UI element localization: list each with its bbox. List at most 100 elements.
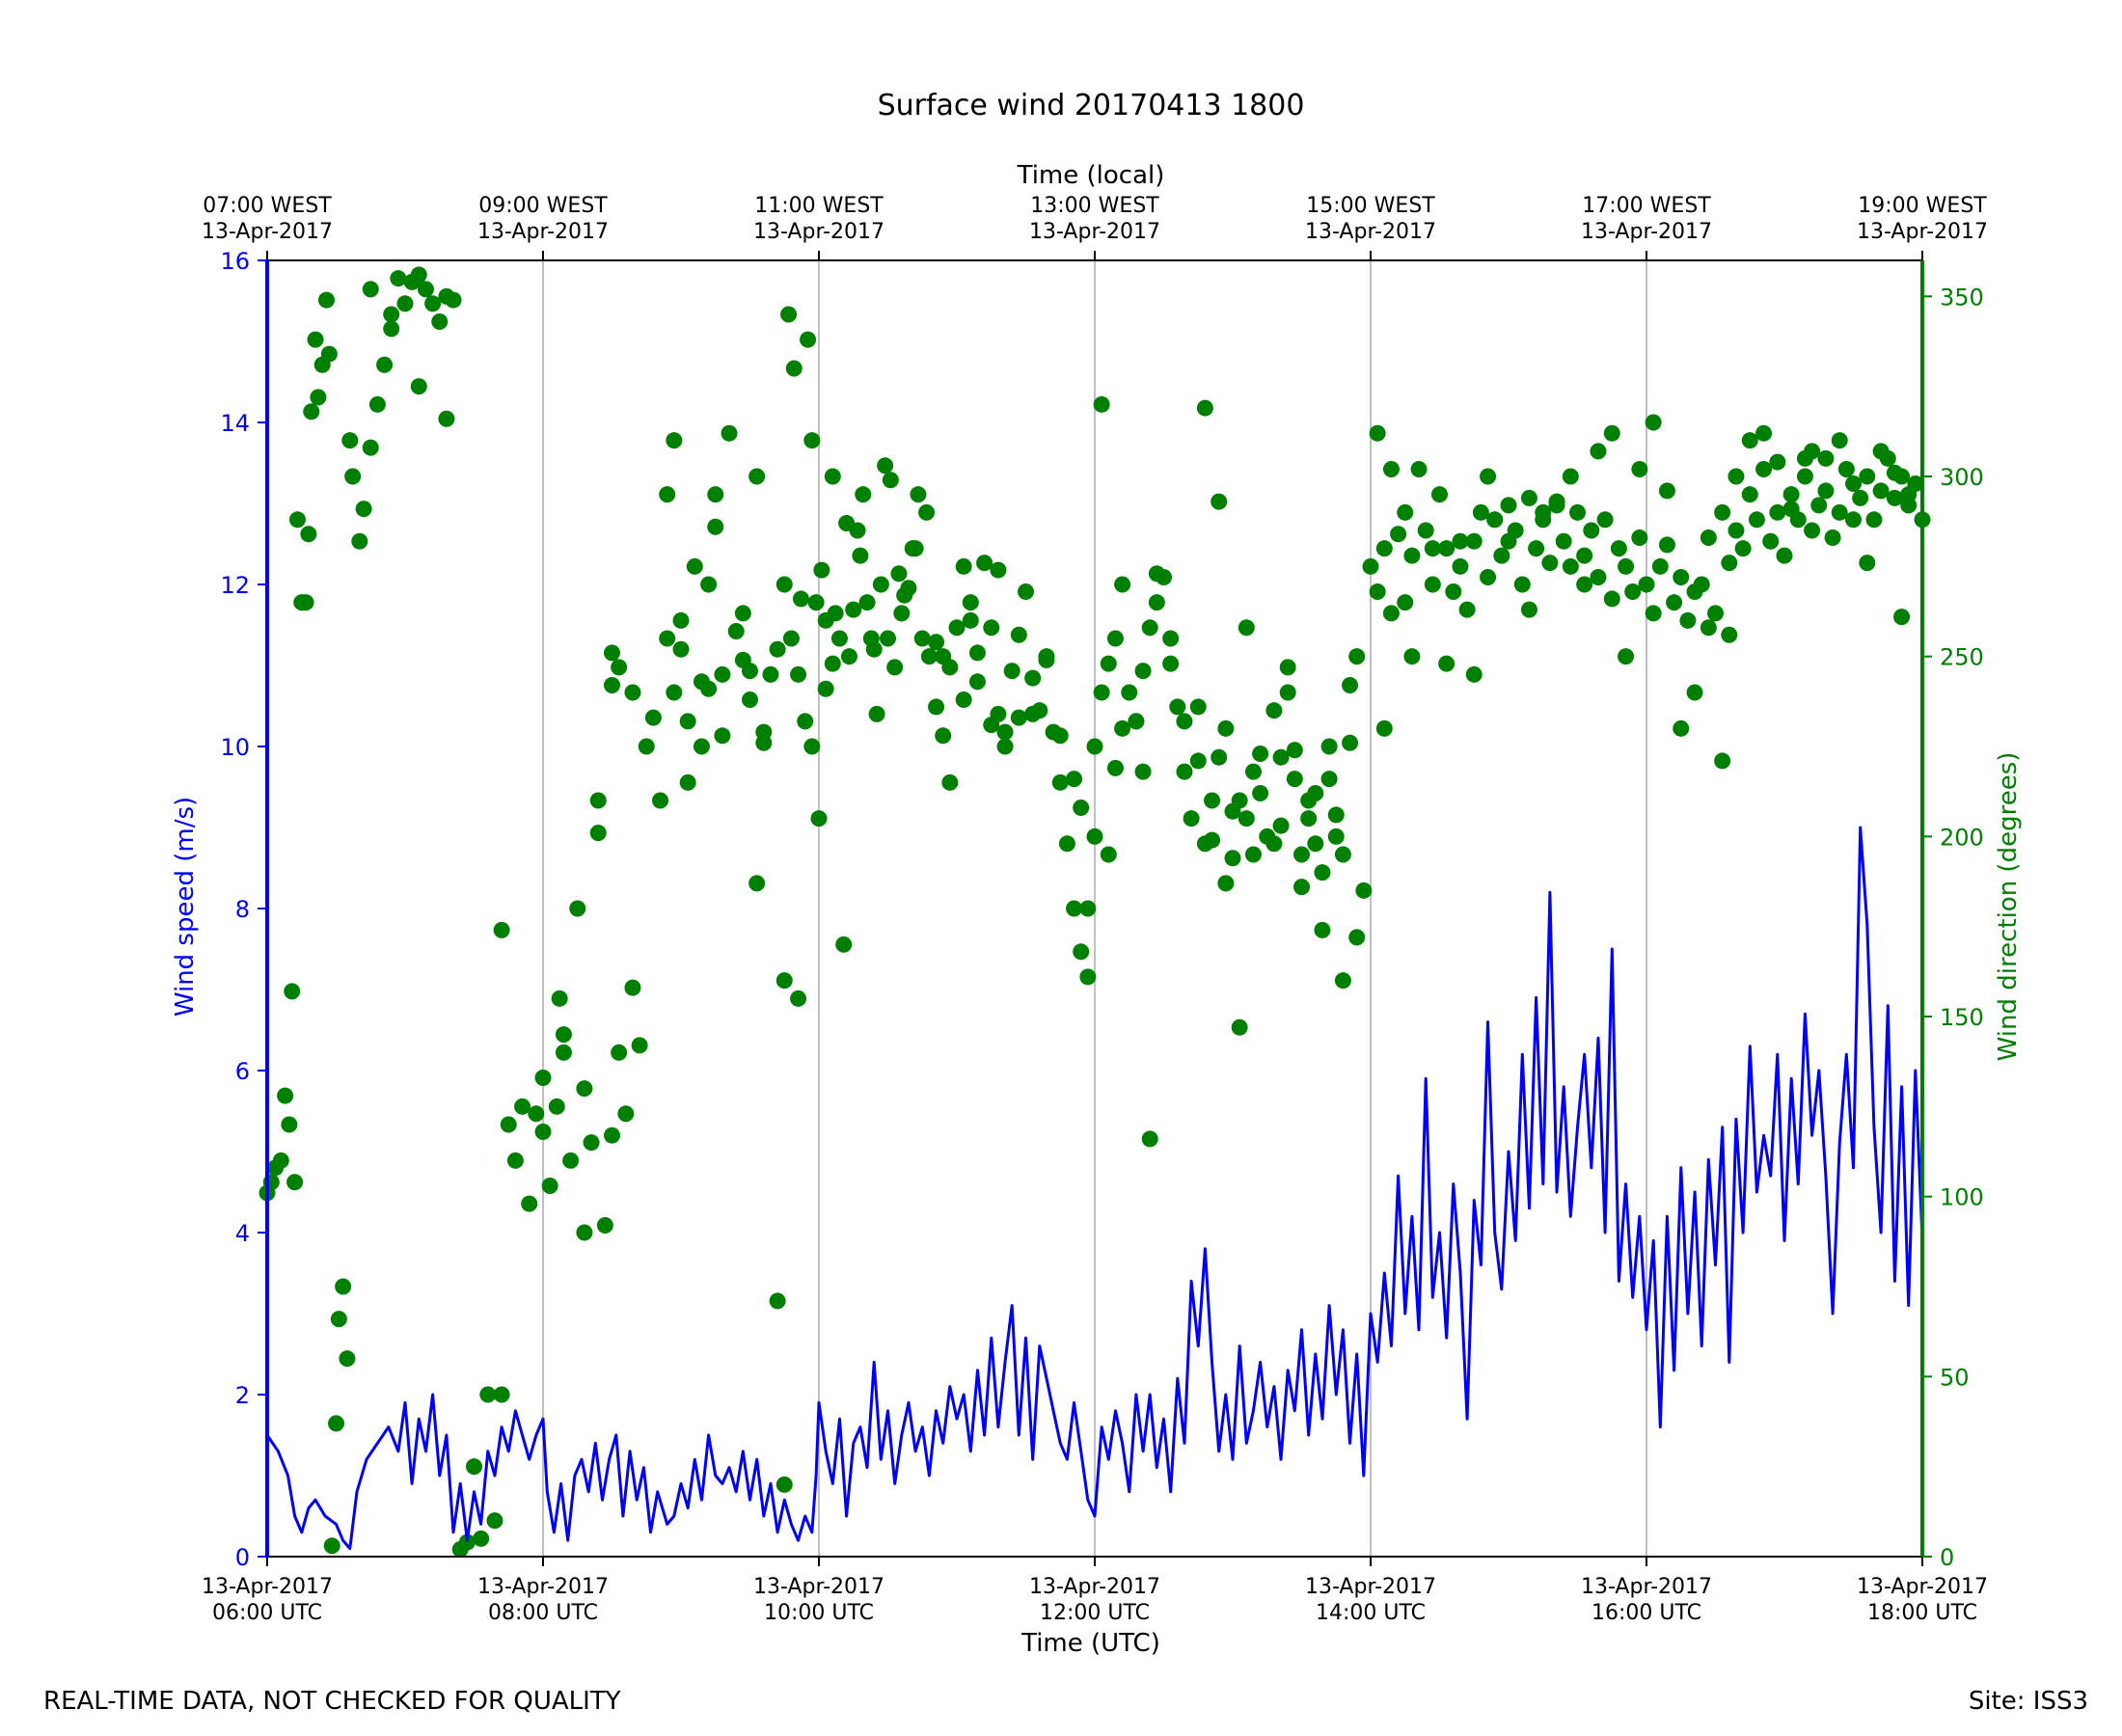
direction-point [955, 557, 972, 575]
direction-point [424, 295, 442, 312]
direction-point [1148, 594, 1165, 611]
direction-point [714, 665, 731, 683]
direction-point [910, 486, 927, 503]
y-tick-label: 8 [235, 896, 250, 923]
direction-point [1314, 921, 1331, 938]
direction-series [258, 266, 1931, 1559]
direction-point [624, 979, 641, 996]
direction-point [990, 561, 1007, 579]
direction-point [1541, 555, 1559, 572]
direction-point [1252, 745, 1269, 762]
direction-point [1375, 719, 1393, 737]
direction-point [272, 1152, 289, 1169]
direction-point [362, 281, 379, 298]
y-tick-label: 0 [235, 1544, 250, 1571]
direction-point [1169, 698, 1186, 716]
direction-point [611, 659, 628, 676]
direction-point [323, 1537, 340, 1555]
x-tick-date-label: 13-Apr-2017 [1857, 1575, 1988, 1599]
direction-point [672, 640, 690, 658]
direction-point [1824, 529, 1841, 546]
direction-point [277, 1087, 294, 1104]
direction-point [707, 486, 724, 503]
direction-point [1342, 734, 1359, 751]
x-tick-time-label: 18:00 UTC [1867, 1601, 1977, 1625]
direction-point [1458, 601, 1476, 618]
direction-point [1500, 532, 1517, 550]
direction-point [1693, 576, 1710, 593]
direction-point [1645, 605, 1662, 622]
direction-point [1390, 526, 1407, 543]
direction-point [1300, 810, 1318, 827]
direction-point [1272, 817, 1290, 834]
direction-point [700, 680, 718, 697]
direction-point [396, 295, 414, 312]
direction-point [845, 601, 862, 618]
top-tick-time-label: 15:00 WEST [1306, 194, 1435, 218]
direction-point [351, 532, 368, 550]
direction-point [748, 875, 766, 892]
direction-point [528, 1105, 545, 1123]
direction-point [330, 1311, 347, 1328]
direction-point [1782, 486, 1800, 503]
direction-point [1438, 655, 1455, 672]
direction-point [1562, 468, 1579, 485]
direction-point [830, 630, 848, 647]
direction-point [631, 1037, 648, 1054]
direction-point [1106, 630, 1124, 647]
direction-point [849, 522, 866, 539]
direction-point [803, 738, 821, 755]
direction-point [835, 936, 853, 953]
direction-point [1224, 802, 1241, 820]
direction-point [968, 644, 986, 662]
bottom-axis-label: Time (UTC) [1020, 1629, 1160, 1658]
direction-point [1286, 742, 1303, 759]
direction-point [1831, 432, 1848, 449]
direction-point [1472, 503, 1489, 521]
direction-point [880, 630, 896, 647]
direction-point [328, 1415, 344, 1432]
direction-point [383, 320, 400, 338]
direction-point [1369, 424, 1386, 442]
direction-point [1176, 763, 1193, 780]
direction-point [1900, 486, 1918, 503]
direction-point [1845, 511, 1862, 529]
direction-point [803, 432, 821, 449]
y-tick-label: 12 [220, 572, 250, 599]
direction-point [1673, 719, 1690, 737]
direction-point [1741, 486, 1758, 503]
direction-point [1452, 532, 1469, 550]
direction-point [775, 972, 793, 990]
direction-point [1500, 497, 1517, 514]
direction-point [1272, 748, 1290, 766]
y-right-tick-label: 100 [1940, 1184, 1984, 1211]
direction-point [514, 1098, 531, 1115]
direction-point [807, 594, 825, 611]
direction-point [1211, 748, 1228, 766]
direction-point [1728, 468, 1745, 485]
y-right-tick-label: 50 [1940, 1364, 1970, 1391]
direction-point [872, 576, 889, 593]
direction-point [1024, 705, 1042, 722]
direction-point [1375, 540, 1393, 557]
direction-point [1183, 810, 1200, 827]
direction-point [1700, 529, 1717, 546]
direction-point [1293, 879, 1310, 896]
direction-point [948, 619, 966, 637]
direction-point [551, 990, 568, 1007]
direction-point [1410, 461, 1428, 478]
top-tick-time-label: 11:00 WEST [754, 194, 884, 218]
x-tick-date-label: 13-Apr-2017 [1581, 1575, 1712, 1599]
direction-point [1093, 684, 1110, 701]
direction-point [1520, 601, 1537, 618]
direction-point [990, 705, 1007, 722]
direction-point [748, 468, 766, 485]
direction-point [1279, 659, 1296, 676]
direction-point [775, 576, 793, 593]
direction-point [1382, 461, 1400, 478]
direction-point [659, 630, 676, 647]
direction-point [1721, 555, 1738, 572]
direction-point [1134, 663, 1152, 680]
